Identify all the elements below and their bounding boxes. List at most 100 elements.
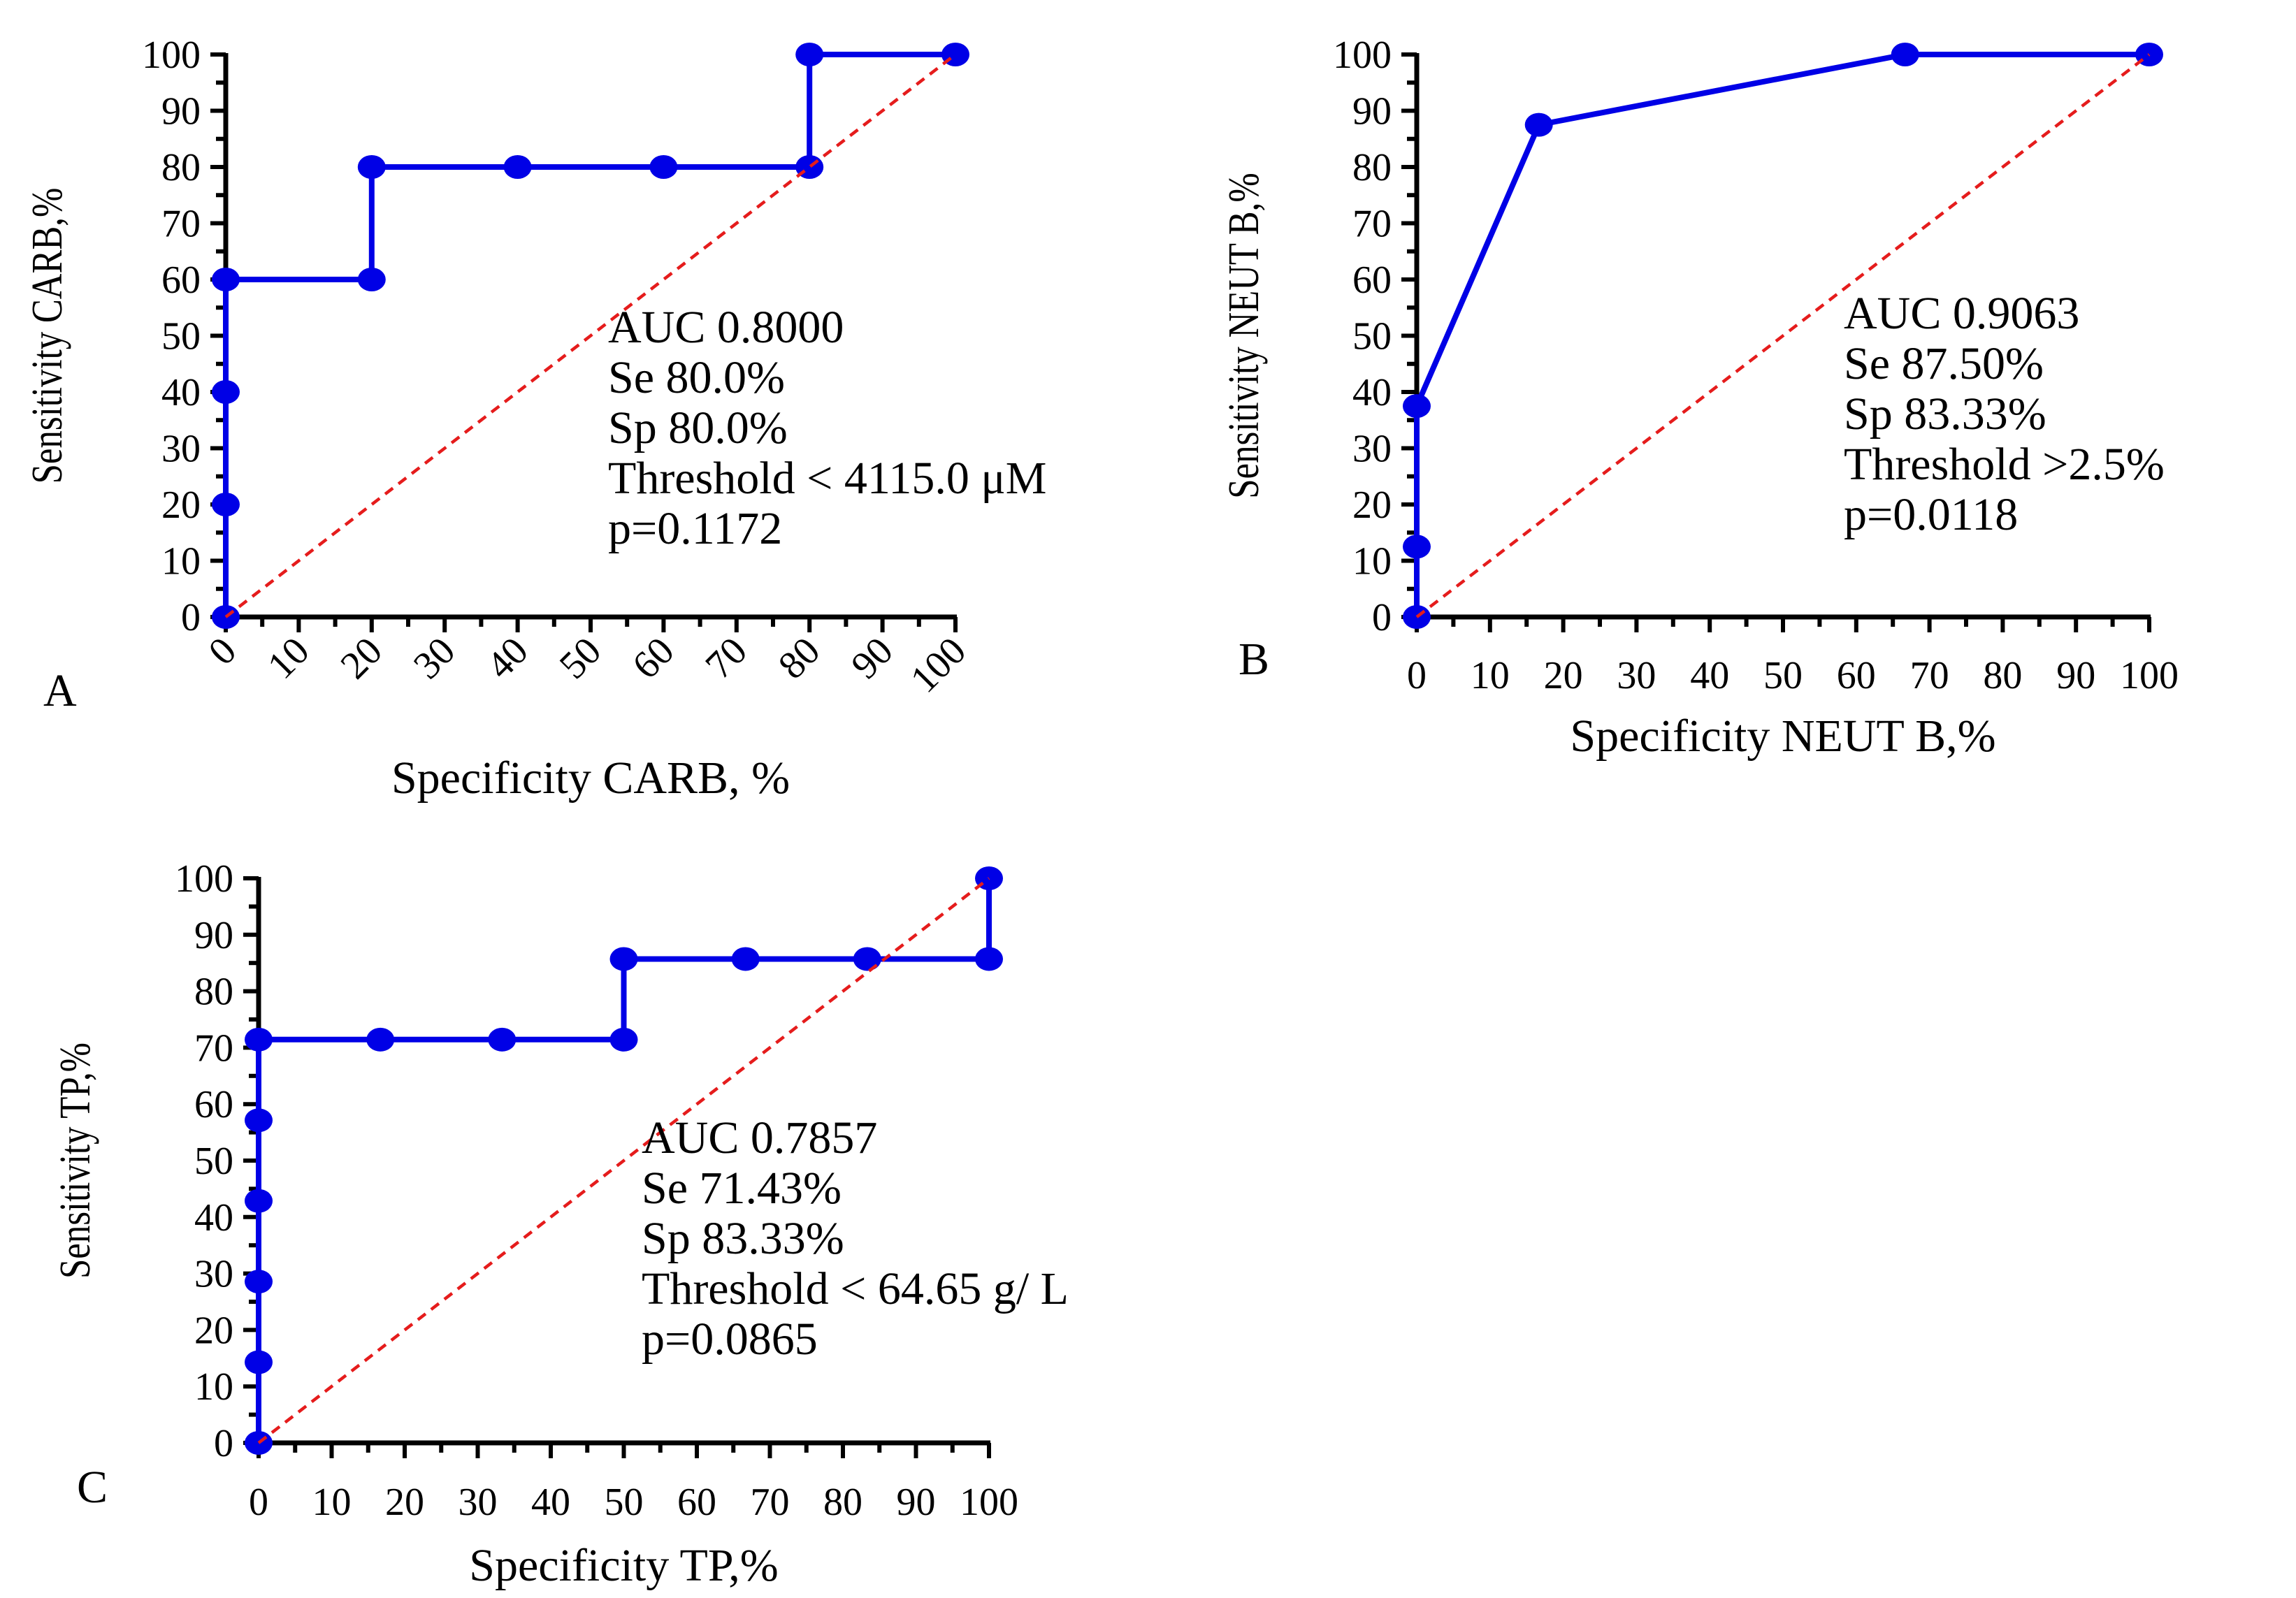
y-tick-label: 90 xyxy=(161,90,201,133)
stat-annotation: Se 87.50% xyxy=(1844,338,2044,389)
y-tick-label: 50 xyxy=(161,315,201,358)
x-tick-label: 40 xyxy=(478,629,536,687)
y-tick-label: 60 xyxy=(161,259,201,302)
reference-line xyxy=(257,877,990,1444)
y-tick-label: 100 xyxy=(175,857,233,901)
y-axis-title: Sensitivity NEUT B,% xyxy=(1220,173,1268,498)
roc-point xyxy=(366,1027,395,1052)
x-tick-label: 40 xyxy=(531,1481,570,1524)
x-tick-label: 100 xyxy=(2120,654,2179,697)
y-tick-label: 30 xyxy=(1352,428,1392,471)
stat-annotation: p=0.0865 xyxy=(642,1314,818,1365)
y-tick-label: 80 xyxy=(1352,146,1392,189)
y-tick-label: 10 xyxy=(1352,540,1392,583)
roc-point xyxy=(1403,394,1431,419)
y-tick-label: 30 xyxy=(194,1253,233,1296)
y-tick-label: 40 xyxy=(161,371,201,414)
y-tick-label: 70 xyxy=(194,1026,233,1070)
x-tick-label: 100 xyxy=(960,1481,1018,1524)
x-tick-label: 90 xyxy=(897,1481,936,1524)
x-tick-label: 30 xyxy=(1617,654,1656,697)
roc-point xyxy=(609,1027,638,1052)
stat-annotation: Sp 83.33% xyxy=(1844,388,2046,440)
panel-label: B xyxy=(1239,634,1269,685)
x-tick-label: 70 xyxy=(751,1481,790,1524)
x-tick-label: 60 xyxy=(1837,654,1876,697)
roc-point xyxy=(1524,112,1553,137)
stat-annotation: AUC 0.9063 xyxy=(1844,288,2079,339)
y-tick-label: 70 xyxy=(161,203,201,246)
panel-label: A xyxy=(43,665,77,716)
roc-point xyxy=(503,155,532,179)
y-tick-label: 0 xyxy=(214,1422,233,1465)
stat-annotation: Threshold < 64.65 g/ L xyxy=(642,1263,1069,1314)
roc-point xyxy=(357,268,386,291)
y-tick-label: 90 xyxy=(194,914,233,957)
reference-line xyxy=(1415,53,2151,618)
roc-point xyxy=(609,947,638,971)
x-tick-label: 10 xyxy=(259,629,317,687)
y-tick-label: 40 xyxy=(1352,371,1392,414)
panel-label: C xyxy=(77,1462,108,1513)
roc-point xyxy=(731,947,760,971)
x-axis-title: Specificity CARB, % xyxy=(391,753,790,804)
x-axis-title: Specificity TP,% xyxy=(469,1540,778,1591)
x-tick-label: 0 xyxy=(249,1481,268,1524)
roc-point xyxy=(245,1027,273,1052)
x-tick-label: 60 xyxy=(624,629,682,687)
x-tick-label: 50 xyxy=(551,629,609,687)
roc-point xyxy=(212,493,240,516)
stat-annotation: Threshold < 4115.0 μM xyxy=(608,453,1046,504)
x-axis-title: Specificity NEUT B,% xyxy=(1570,711,1995,762)
x-tick-label: 30 xyxy=(405,629,463,687)
y-tick-label: 80 xyxy=(194,971,233,1014)
stat-annotation: AUC 0.8000 xyxy=(608,302,844,353)
roc-point xyxy=(212,380,240,404)
y-tick-label: 100 xyxy=(1333,34,1392,77)
stat-annotation: p=0.1172 xyxy=(608,503,782,554)
x-tick-label: 90 xyxy=(2056,654,2095,697)
y-tick-label: 70 xyxy=(1352,203,1392,246)
y-tick-label: 20 xyxy=(161,484,201,527)
x-tick-label: 90 xyxy=(843,629,901,687)
roc-point xyxy=(795,43,824,66)
stat-annotation: AUC 0.7857 xyxy=(642,1112,877,1163)
x-tick-label: 80 xyxy=(823,1481,862,1524)
roc-point xyxy=(649,155,678,179)
stat-annotation: Se 80.0% xyxy=(608,352,785,403)
roc-point xyxy=(1891,43,1919,66)
y-tick-label: 50 xyxy=(194,1140,233,1183)
x-tick-label: 70 xyxy=(698,629,756,687)
x-tick-label: 30 xyxy=(459,1481,498,1524)
stat-annotation: Sp 83.33% xyxy=(642,1213,844,1264)
y-tick-label: 100 xyxy=(142,34,201,77)
x-tick-label: 60 xyxy=(677,1481,716,1524)
y-axis-title: Sensitivity CARB,% xyxy=(23,188,71,484)
y-tick-label: 20 xyxy=(194,1309,233,1352)
reference-line xyxy=(224,53,957,618)
x-tick-label: 10 xyxy=(1471,654,1510,697)
x-tick-label: 0 xyxy=(201,629,245,674)
roc-point xyxy=(488,1027,517,1052)
roc-point xyxy=(212,268,240,291)
roc-point xyxy=(245,1270,273,1294)
y-tick-label: 10 xyxy=(161,540,201,583)
x-tick-label: 40 xyxy=(1690,654,1729,697)
y-tick-label: 60 xyxy=(1352,259,1392,302)
roc-point xyxy=(975,947,1003,971)
roc-point xyxy=(853,947,881,971)
x-tick-label: 70 xyxy=(1910,654,1949,697)
stat-annotation: Threshold >2.5% xyxy=(1844,439,2165,490)
roc-panel-b: 0 10 20 30 40 50 60 70 80 90 100 0 10 20 30 40 50 60 70 80 9… xyxy=(1220,34,2179,762)
y-tick-label: 10 xyxy=(194,1365,233,1409)
roc-panel-c: 0 10 20 30 40 50 60 70 80 90 100 0 10 20 30 40 50 60 70 80 9… xyxy=(51,857,1069,1591)
y-tick-label: 0 xyxy=(1372,596,1392,639)
roc-curve-line xyxy=(256,878,992,1443)
roc-point xyxy=(357,155,386,179)
stat-annotation: p=0.0118 xyxy=(1844,489,2018,540)
y-tick-label: 50 xyxy=(1352,315,1392,358)
roc-point xyxy=(245,1189,273,1213)
x-tick-label: 80 xyxy=(1983,654,2022,697)
y-tick-label: 60 xyxy=(194,1083,233,1126)
